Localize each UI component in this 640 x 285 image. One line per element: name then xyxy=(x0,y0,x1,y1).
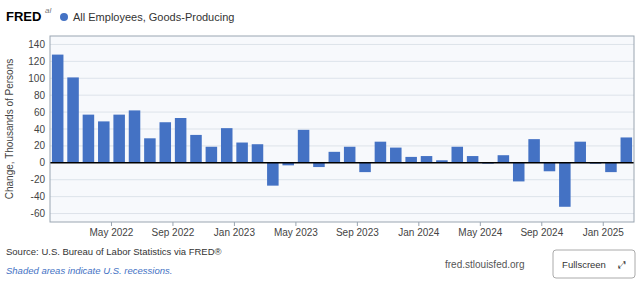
grid-line xyxy=(50,61,634,62)
bar xyxy=(329,152,341,163)
grid xyxy=(50,44,634,213)
fullscreen-button: Fullscreen ⤢ xyxy=(553,250,635,278)
bar xyxy=(298,130,310,163)
x-tick xyxy=(295,222,296,226)
y-tick-label: 100 xyxy=(28,73,45,84)
bar xyxy=(605,163,617,172)
grid-line xyxy=(50,196,634,197)
x-tick xyxy=(480,222,481,226)
bar xyxy=(559,163,571,207)
bar xyxy=(344,147,356,163)
y-tick-label: 40 xyxy=(34,124,46,135)
header: FRED al All Employees, Goods-Producing xyxy=(6,6,234,24)
source: Source: U.S. Bureau of Labor Statistics … xyxy=(6,246,222,257)
y-axis-label: Change, Thousands of Persons xyxy=(4,59,15,199)
bar xyxy=(175,118,187,163)
plot-frame xyxy=(50,36,634,222)
x-axis: May 2022 Sep 2022 Jan 2023 May 2023 Sep 2023… xyxy=(90,222,625,238)
bar xyxy=(190,135,202,163)
y-tick-label: 80 xyxy=(34,90,46,101)
x-tick-label: Sep 2024 xyxy=(520,227,563,238)
bar xyxy=(513,163,525,182)
zero-line xyxy=(50,162,634,164)
bar xyxy=(544,163,556,171)
bar xyxy=(129,110,141,162)
bar xyxy=(467,156,479,163)
bar xyxy=(528,139,540,163)
y-tick-label: 140 xyxy=(28,39,45,50)
x-tick xyxy=(418,222,419,226)
bar xyxy=(52,55,64,163)
bar xyxy=(67,77,79,162)
y-axis: -60 -40 -20 0 20 40 60 80 100 120 140 xyxy=(28,39,45,219)
x-tick-label: May 2024 xyxy=(458,227,502,238)
bars xyxy=(52,55,632,207)
bar xyxy=(236,143,248,163)
bar xyxy=(375,142,387,163)
bar xyxy=(621,137,633,162)
title: All Employees, Goods-Producing xyxy=(73,11,234,23)
bar xyxy=(98,121,110,162)
bar xyxy=(359,163,371,172)
brand: FRED xyxy=(6,9,41,24)
x-tick xyxy=(541,222,542,226)
bar xyxy=(160,122,172,163)
legend-dot xyxy=(60,13,68,21)
y-tick-label: 60 xyxy=(34,107,46,118)
y-tick-label: 120 xyxy=(28,56,45,67)
bar xyxy=(574,142,586,163)
x-tick-label: Jan 2025 xyxy=(583,227,625,238)
x-tick xyxy=(234,222,235,226)
grid-line xyxy=(50,44,634,45)
y-tick-label: -60 xyxy=(31,208,46,219)
bar xyxy=(390,148,402,163)
bar xyxy=(144,138,156,163)
bar xyxy=(405,157,417,163)
grid-line xyxy=(50,213,634,214)
x-tick xyxy=(172,222,173,226)
y-tick-label: 0 xyxy=(39,157,45,168)
bar xyxy=(113,115,125,163)
bar xyxy=(252,144,264,163)
grid-line xyxy=(50,95,634,96)
note: Shaded areas indicate U.S. recessions. xyxy=(6,265,172,276)
x-tick-label: Sep 2022 xyxy=(152,227,195,238)
chart: FREDalAll Employees, Goods-Producing-60-… xyxy=(0,0,640,285)
button-label: Fullscreen xyxy=(562,259,606,270)
grid-line xyxy=(50,179,634,180)
footer: Source: U.S. Bureau of Labor Statistics … xyxy=(6,246,635,278)
bar xyxy=(498,155,510,163)
website: fred.stlouisfed.org xyxy=(445,259,525,270)
x-tick-label: Jan 2023 xyxy=(214,227,256,238)
bar xyxy=(83,115,95,163)
bar xyxy=(206,147,218,163)
x-tick-label: May 2023 xyxy=(274,227,318,238)
bar xyxy=(267,163,279,186)
x-tick-label: Sep 2023 xyxy=(336,227,379,238)
chart-container: FREDalAll Employees, Goods-Producing-60-… xyxy=(0,0,640,285)
x-tick xyxy=(111,222,112,226)
bar xyxy=(452,147,464,163)
plot-background xyxy=(50,36,634,222)
bar xyxy=(221,128,233,163)
x-tick xyxy=(603,222,604,226)
x-tick-label: Jan 2024 xyxy=(398,227,440,238)
bar xyxy=(421,156,433,163)
brand-suffix: al xyxy=(45,6,51,15)
y-tick-label: 20 xyxy=(34,140,46,151)
button-box xyxy=(553,250,635,278)
x-tick xyxy=(357,222,358,226)
button-icon: ⤢ xyxy=(618,259,626,270)
x-tick-label: May 2022 xyxy=(90,227,134,238)
grid-line xyxy=(50,78,634,79)
y-tick-label: -40 xyxy=(31,191,46,202)
y-tick-label: -20 xyxy=(31,174,46,185)
